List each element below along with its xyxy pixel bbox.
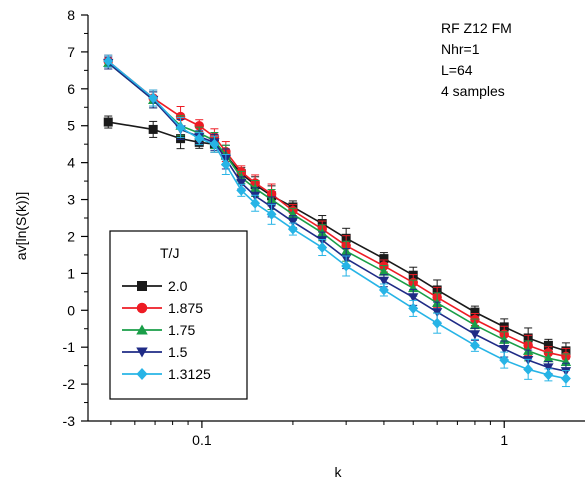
y-tick-label: -1 [63, 339, 76, 355]
legend-label: 2.0 [168, 278, 188, 294]
y-tick-label: 2 [67, 228, 75, 244]
data-point [469, 339, 480, 351]
data-point [220, 159, 231, 170]
data-point [499, 354, 510, 366]
legend-label: 1.875 [168, 300, 203, 316]
annotation-text: L=64 [441, 62, 473, 78]
data-point [379, 254, 389, 264]
y-tick-label: 6 [67, 81, 75, 97]
data-point [236, 178, 247, 188]
series-1.3125 [103, 54, 571, 388]
x-axis-label: k [335, 464, 343, 480]
data-point [148, 124, 158, 134]
data-point [408, 293, 419, 303]
legend-marker [136, 324, 148, 335]
x-tick-label: 0.1 [192, 432, 212, 448]
legend-marker [136, 368, 148, 380]
data-point [469, 330, 481, 340]
legend-label: 1.3125 [168, 366, 211, 382]
y-tick-label: 0 [67, 302, 75, 318]
data-point [175, 122, 186, 133]
data-point [194, 133, 205, 145]
y-tick-label: -2 [63, 376, 76, 392]
data-point [408, 283, 419, 293]
data-point [378, 266, 390, 276]
y-tick-label: 7 [67, 44, 75, 60]
data-point [378, 284, 389, 296]
data-point [523, 363, 534, 375]
legend-marker [136, 347, 148, 358]
x-tick-label: 1 [500, 432, 508, 448]
data-point [103, 117, 113, 127]
data-point [469, 320, 481, 330]
legend-label: 1.5 [168, 344, 188, 360]
y-tick-label: 1 [67, 265, 75, 281]
data-point [431, 308, 443, 318]
legend-marker [137, 281, 147, 291]
data-point [543, 353, 554, 363]
data-point [543, 340, 553, 350]
y-tick-label: 4 [67, 155, 75, 171]
data-point [499, 344, 510, 354]
data-point [499, 334, 510, 344]
y-tick-label: 8 [67, 7, 75, 23]
y-tick-label: 3 [67, 192, 75, 208]
legend-box [109, 230, 248, 400]
data-point [543, 363, 554, 373]
annotation-text: Nhr=1 [441, 41, 480, 57]
data-point [209, 138, 220, 150]
data-point [341, 260, 352, 272]
y-tick-label: 5 [67, 118, 75, 134]
legend-label: 1.75 [168, 322, 195, 338]
data-point [287, 217, 299, 227]
y-tick-label: -3 [63, 413, 76, 429]
data-point [560, 373, 571, 384]
data-point [148, 92, 159, 104]
legend-marker [136, 302, 148, 314]
data-point [432, 317, 443, 329]
data-point [408, 303, 419, 314]
data-point [470, 307, 480, 317]
data-point [378, 276, 390, 286]
annotation-text: 4 samples [441, 83, 505, 99]
data-point [266, 208, 277, 220]
data-point [103, 55, 114, 67]
y-axis-label: av[ln(S(k))] [13, 192, 29, 260]
data-point [287, 223, 298, 235]
legend-title: T/J [160, 245, 179, 261]
data-point [317, 242, 328, 253]
data-point [194, 121, 204, 131]
data-point [543, 369, 554, 381]
data-point [560, 356, 572, 366]
annotation-text: RF Z12 FM [441, 20, 512, 36]
data-point [236, 184, 247, 196]
data-point [250, 197, 261, 209]
